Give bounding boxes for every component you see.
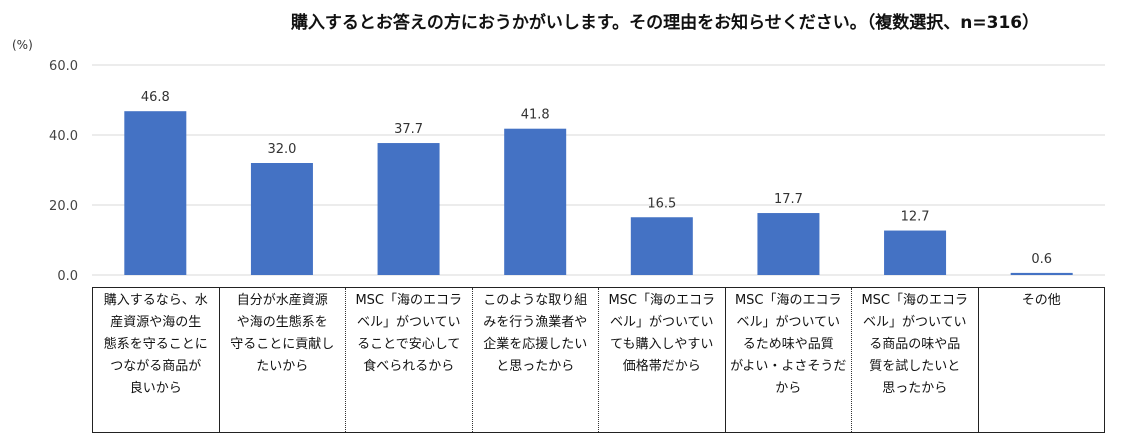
x-category-label: MSC「海のエコラ ベル」がついてい るため味や品質 がよい・よさそうだ から: [724, 288, 852, 432]
y-tick-label: 60.0: [49, 59, 78, 74]
bar: [757, 213, 820, 275]
x-category-label: MSC「海のエコラ ベル」がついてい ることで安心して 食べられるから: [345, 288, 472, 432]
data-label: 37.7: [394, 122, 423, 137]
x-category-label: MSC「海のエコラ ベル」がついてい る商品の味や品 質を試したいと 思ったから: [851, 288, 978, 432]
y-tick-label: 0.0: [57, 269, 78, 284]
chart-title: 購入するとお答えの方におうかがいします。その理由をお知らせください。（複数選択、…: [290, 13, 1040, 33]
data-label: 41.8: [521, 108, 550, 123]
bar: [630, 217, 693, 275]
data-label: 17.7: [774, 192, 803, 207]
category-label-table: 購入するなら、水 産資源や海の生 態系を守ることに つながる商品が 良いから 自分…: [92, 287, 1105, 433]
data-label: 16.5: [647, 196, 676, 211]
data-label: 46.8: [141, 90, 170, 105]
x-category-label: 購入するなら、水 産資源や海の生 態系を守ることに つながる商品が 良いから: [103, 293, 208, 396]
y-tick-label: 40.0: [49, 129, 78, 144]
bar: [377, 143, 440, 275]
x-category-label: MSC「海のエコラ ベル」がついてい ても購入しやすい 価格帯だから: [598, 288, 725, 432]
bar: [1010, 272, 1073, 275]
x-category-label: その他: [977, 288, 1105, 432]
x-category-label: このような取り組 みを行う漁業者や 企業を応援したい と思ったから: [471, 288, 599, 432]
x-category-label: 自分が水産資源 や海の生態系を 守ることに貢献し たいから: [218, 288, 346, 432]
data-label: 32.0: [267, 142, 296, 157]
data-label: 0.6: [1031, 252, 1052, 267]
y-tick-label: 20.0: [49, 199, 78, 214]
bar: [124, 111, 187, 275]
y-axis-unit: (%): [12, 38, 33, 52]
bar: [250, 163, 313, 275]
bar: [504, 128, 567, 275]
data-label: 12.7: [901, 210, 930, 225]
bar: [884, 230, 947, 275]
